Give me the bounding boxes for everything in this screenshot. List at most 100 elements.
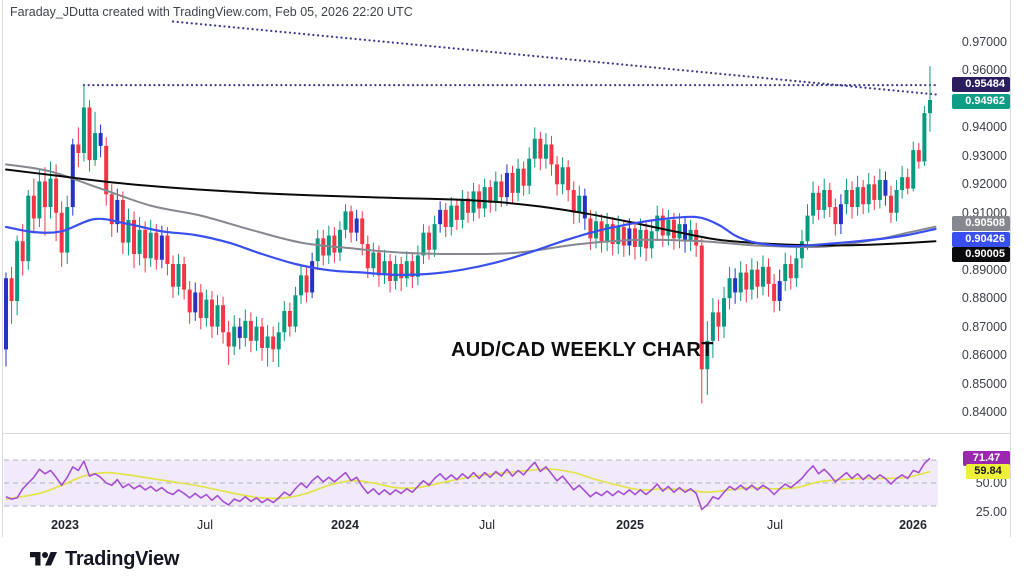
candle (655, 205, 660, 242)
candle (204, 289, 209, 327)
candle (187, 281, 192, 324)
candle (393, 255, 398, 290)
candle (115, 188, 120, 233)
candle (148, 219, 153, 267)
candle (315, 229, 320, 270)
candle (738, 261, 743, 301)
candle (894, 180, 899, 222)
candle (694, 222, 699, 257)
candle (582, 188, 587, 230)
candle (209, 291, 214, 338)
header-attribution: Faraday_JDutta created with TradingView.… (10, 5, 413, 19)
ma-blue-line (4, 215, 937, 276)
candle (727, 266, 732, 310)
candle (176, 254, 181, 296)
candle (388, 254, 393, 293)
candle (59, 201, 64, 267)
candle (833, 198, 838, 236)
candle (577, 185, 582, 223)
candle (282, 300, 287, 341)
candle (154, 224, 159, 270)
candle (260, 318, 265, 361)
candle (872, 175, 877, 210)
candle (226, 320, 231, 366)
candle (504, 164, 509, 206)
candle (382, 249, 387, 284)
candle (677, 213, 682, 249)
candle (716, 299, 721, 341)
candle (76, 127, 81, 168)
candle (182, 256, 187, 300)
candle (927, 66, 932, 132)
rsi-lines-layer (5, 457, 931, 511)
candle (799, 229, 804, 269)
candle (744, 263, 749, 303)
candle (710, 298, 715, 358)
candle (354, 209, 359, 242)
candle (877, 168, 882, 209)
candle (560, 157, 565, 195)
ma-layer (4, 163, 937, 276)
candle (337, 221, 342, 262)
drawings-layer (82, 20, 940, 96)
candle (87, 100, 92, 172)
candle (215, 295, 220, 336)
candle (15, 235, 20, 316)
candle (221, 296, 226, 344)
candle (699, 238, 704, 404)
candle (54, 164, 59, 242)
candle (248, 312, 253, 353)
candle (165, 226, 170, 276)
candle (532, 127, 537, 168)
candle (137, 217, 142, 266)
candle (805, 204, 810, 250)
candle (844, 178, 849, 215)
candle (755, 261, 760, 299)
candle (371, 242, 376, 277)
candle (605, 212, 610, 252)
candle (310, 252, 315, 299)
candle (616, 215, 621, 255)
candle (555, 155, 560, 196)
candle (644, 222, 649, 262)
candle (811, 181, 816, 225)
candle (232, 315, 237, 356)
candle (170, 255, 175, 299)
candle (850, 181, 855, 219)
candle (777, 269, 782, 311)
candle (432, 215, 437, 257)
rsi-pane (4, 459, 938, 507)
candle (465, 191, 470, 223)
candle (254, 316, 259, 351)
candle (883, 171, 888, 206)
candle (237, 318, 242, 350)
candle (376, 245, 381, 287)
candle (9, 266, 14, 324)
candle (404, 251, 409, 287)
candle (449, 197, 454, 236)
candle (4, 272, 8, 367)
candle (861, 180, 866, 215)
candle (493, 171, 498, 212)
candle (900, 165, 905, 199)
candle (460, 189, 465, 229)
candle (733, 268, 738, 304)
candle (321, 229, 326, 266)
candle (98, 124, 103, 158)
candle (132, 211, 137, 269)
candle (415, 245, 420, 286)
candle (42, 167, 47, 236)
candle (838, 194, 843, 235)
candle (421, 224, 426, 264)
candle (527, 147, 532, 195)
candle (521, 161, 526, 196)
candle (271, 326, 276, 363)
candle (343, 204, 348, 239)
candle (822, 178, 827, 219)
candle (488, 180, 493, 213)
candle (772, 273, 777, 313)
candle (349, 205, 354, 243)
candle (287, 302, 292, 337)
candle (104, 137, 109, 206)
